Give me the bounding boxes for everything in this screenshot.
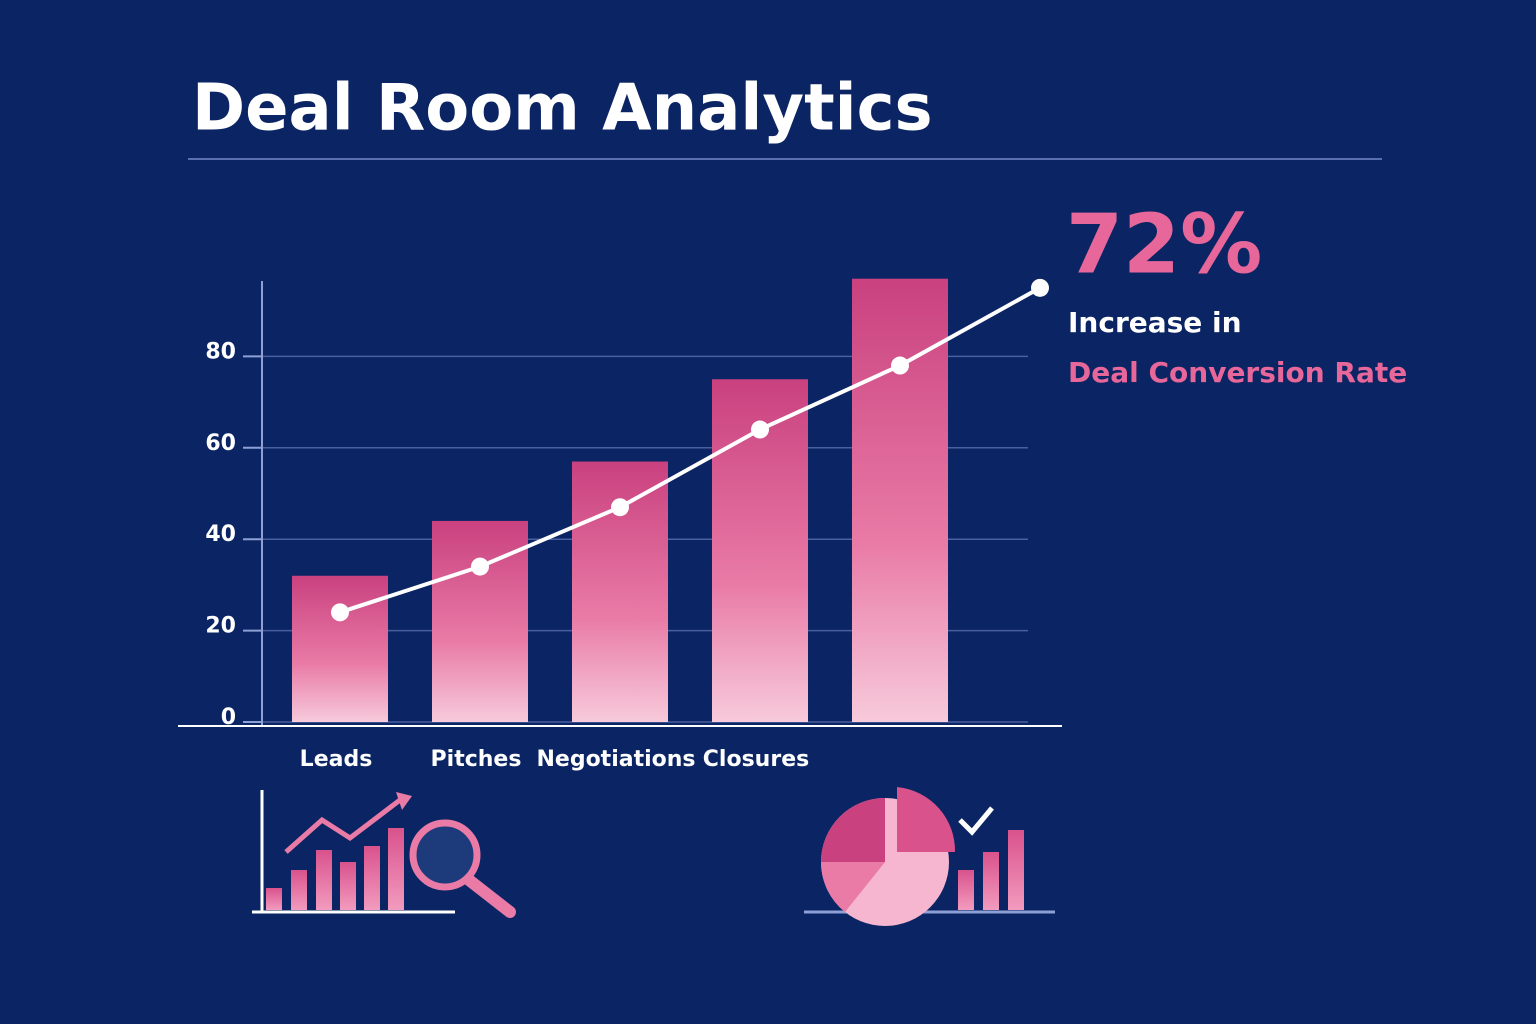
y-tick-label: 40 [205,522,236,547]
x-tick-label: Closures [703,747,809,772]
x-tick-label: Negotiations [536,747,695,772]
trend-point [751,420,769,439]
analytics-icon [252,790,516,918]
callout-value: 72% [1066,197,1262,292]
title: Deal Room Analytics [192,72,933,146]
y-tick-label: 20 [205,614,236,639]
trend-point [331,603,349,622]
trend-point [1031,278,1049,297]
trend-point [611,498,629,517]
x-tick-label: Leads [300,747,373,772]
trend-point [891,356,909,375]
bar [292,575,388,722]
trend-line [339,286,1041,615]
y-tick-label: 0 [221,705,236,730]
callout-label: Increase in [1068,306,1242,339]
trend-point [471,557,489,576]
pie-icon [804,787,1055,926]
x-tick-label: Pitches [431,747,522,772]
callout-label: Deal Conversion Rate [1068,356,1407,389]
y-tick-label: 80 [205,339,236,364]
plot: 0 20 40 60 80 Leads Pitches Negotiations Closure… [178,278,1062,772]
bar [852,278,948,722]
y-tick-label: 60 [205,431,236,456]
